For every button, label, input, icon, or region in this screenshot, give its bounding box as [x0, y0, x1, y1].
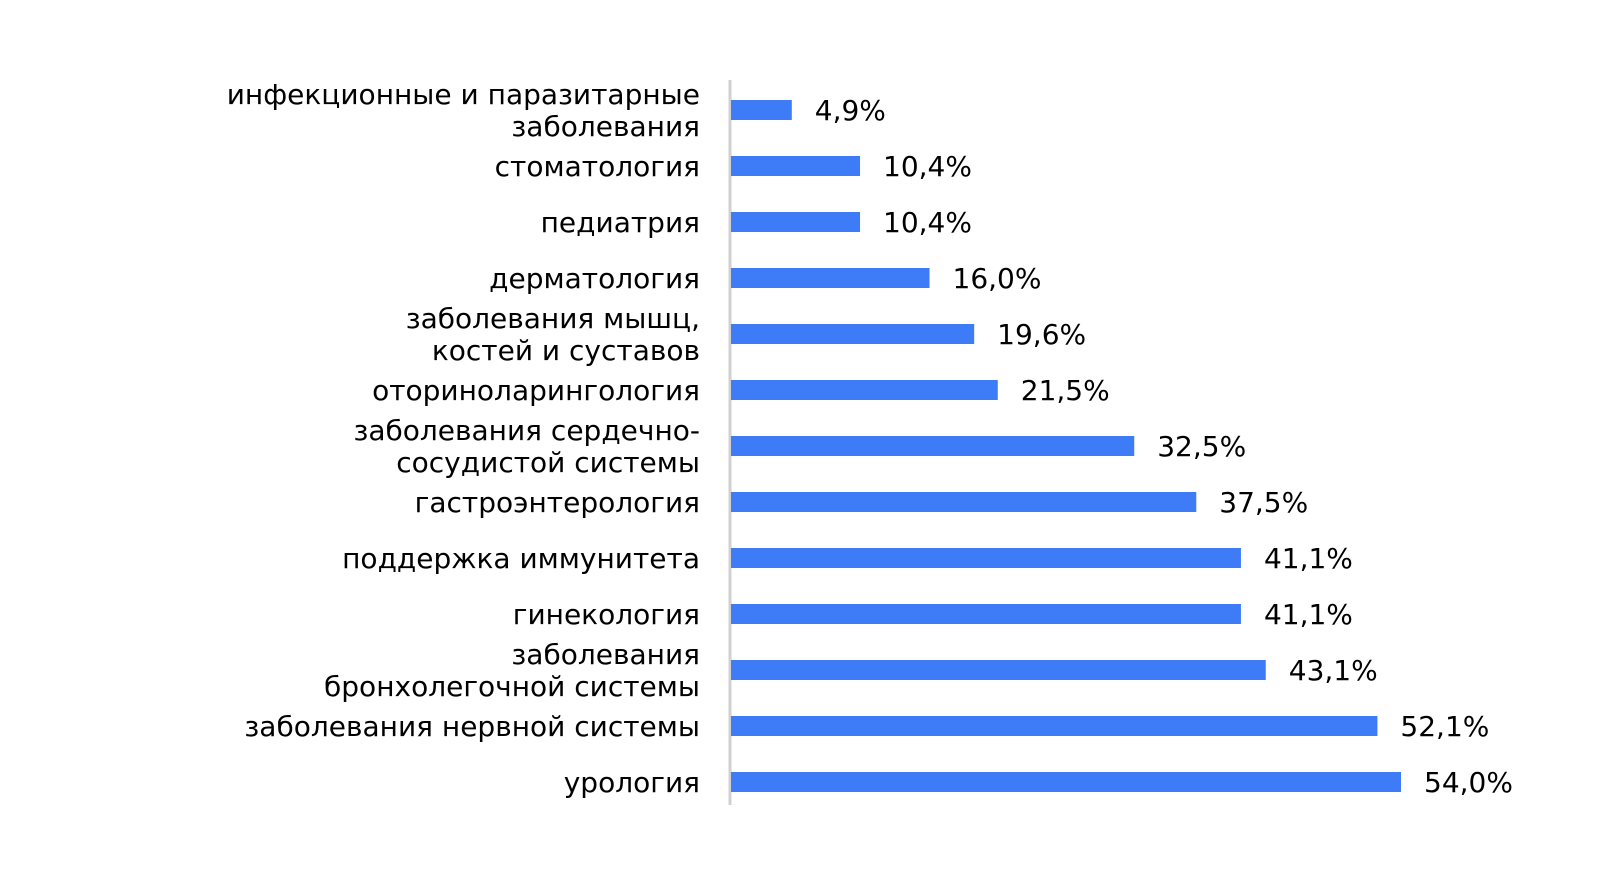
bar [731, 380, 998, 400]
bar-value-label: 52,1% [1400, 710, 1489, 743]
bar-value-label: 32,5% [1157, 430, 1246, 463]
category-label: заболевания нервной системы [244, 710, 700, 743]
bar [731, 212, 861, 232]
bar [731, 156, 861, 176]
bar-value-label: 16,0% [953, 262, 1042, 295]
category-label-line: инфекционные и паразитарные [227, 78, 700, 111]
bar [731, 324, 975, 344]
bar [731, 660, 1266, 680]
category-label: дерматология [489, 262, 700, 295]
category-label-line: гастроэнтерология [415, 486, 700, 519]
category-label-line: заболевания [511, 110, 700, 143]
category-label-line: заболевания нервной системы [244, 710, 700, 743]
category-label-line: дерматология [489, 262, 700, 295]
bar-value-label: 41,1% [1264, 598, 1353, 631]
category-label: урология [564, 766, 700, 799]
category-label: гинекология [513, 598, 700, 631]
category-label: инфекционные и паразитарные заболевания [227, 78, 700, 143]
category-label: заболевания сердечно-сосудистой системы [353, 414, 700, 479]
bar-value-label: 4,9% [815, 94, 886, 127]
bar-value-label: 10,4% [883, 206, 972, 239]
bars-group [731, 100, 1401, 792]
category-label-line: оториноларингология [372, 374, 700, 407]
bar [731, 772, 1401, 792]
category-label-line: педиатрия [541, 206, 700, 239]
category-labels-group: инфекционные и паразитарные заболеванияст… [227, 78, 700, 799]
bar [731, 436, 1135, 456]
category-label: гастроэнтерология [415, 486, 700, 519]
category-label: заболевания мышц, костей и суставов [406, 302, 700, 367]
bar [731, 268, 930, 288]
bar-value-label: 43,1% [1289, 654, 1378, 687]
category-label-line: заболевания сердечно- [353, 414, 700, 447]
category-label: поддержка иммунитета [342, 542, 700, 575]
bar [731, 492, 1197, 512]
bar-value-label: 54,0% [1424, 766, 1513, 799]
category-label-line: стоматология [495, 150, 700, 183]
bar-value-label: 37,5% [1219, 486, 1308, 519]
bar [731, 716, 1378, 736]
category-label-line: заболевания [511, 638, 700, 671]
bar-value-label: 19,6% [997, 318, 1086, 351]
category-label-line: поддержка иммунитета [342, 542, 700, 575]
category-label-line: заболевания мышц, [406, 302, 700, 335]
bar-value-label: 41,1% [1264, 542, 1353, 575]
category-label-line: гинекология [513, 598, 700, 631]
bar [731, 548, 1241, 568]
category-label-line: бронхолегочной системы [324, 670, 700, 703]
category-label-line: урология [564, 766, 700, 799]
category-label: оториноларингология [372, 374, 700, 407]
category-label-line: сосудистой системы [396, 446, 700, 479]
bar [731, 100, 792, 120]
bar-value-label: 10,4% [883, 150, 972, 183]
bar [731, 604, 1241, 624]
category-label-line: костей и суставов [432, 334, 700, 367]
bar-value-label: 21,5% [1021, 374, 1110, 407]
value-labels-group: 4,9% 10,4% 10,4% 16,0% 19,6% 21,5% 32,5% 37,5% 4… [815, 94, 1513, 799]
category-label: педиатрия [541, 206, 700, 239]
category-label: заболевания бронхолегочной системы [324, 638, 700, 703]
category-label: стоматология [495, 150, 700, 183]
